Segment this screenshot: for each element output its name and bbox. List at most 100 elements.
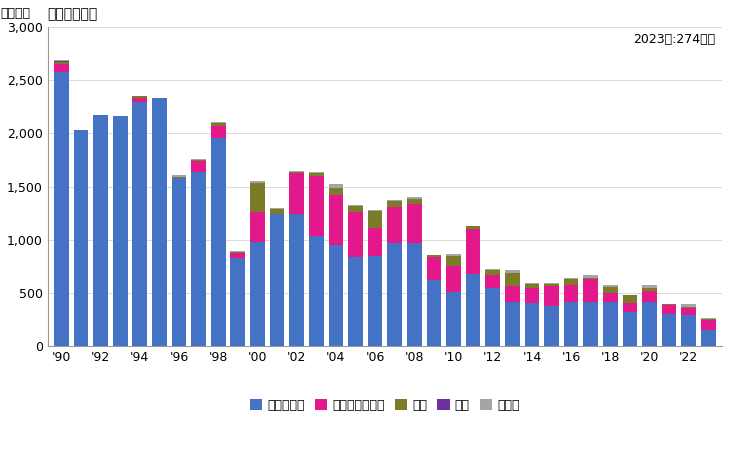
Bar — [309, 176, 324, 235]
Bar — [446, 266, 461, 292]
Bar — [191, 161, 206, 171]
Bar — [446, 256, 461, 266]
Bar — [289, 173, 304, 214]
Bar — [525, 288, 539, 302]
Bar — [407, 203, 421, 243]
Bar — [426, 280, 441, 346]
Bar — [191, 160, 206, 161]
Bar — [250, 242, 265, 346]
Bar — [270, 208, 284, 209]
Bar — [603, 287, 617, 293]
Bar — [309, 235, 324, 346]
Bar — [329, 245, 343, 346]
Bar — [367, 210, 383, 211]
Bar — [387, 201, 402, 207]
Bar — [623, 312, 637, 346]
Bar — [171, 177, 187, 178]
Bar — [486, 275, 500, 288]
Bar — [642, 288, 657, 291]
Bar — [230, 258, 245, 346]
Bar — [466, 229, 480, 274]
Bar — [525, 302, 539, 346]
Bar — [54, 72, 69, 346]
Bar — [54, 61, 69, 62]
Bar — [466, 226, 480, 229]
Bar — [270, 209, 284, 214]
Bar — [387, 200, 402, 201]
Text: 輸入量の推移: 輸入量の推移 — [47, 8, 98, 22]
Bar — [642, 302, 657, 346]
Bar — [348, 212, 363, 257]
Bar — [133, 103, 147, 346]
Bar — [250, 183, 265, 212]
Bar — [133, 98, 147, 103]
Bar — [505, 286, 520, 302]
Bar — [211, 122, 225, 123]
Bar — [564, 278, 578, 279]
Bar — [230, 252, 245, 258]
Bar — [682, 307, 696, 308]
Bar — [407, 197, 421, 199]
Bar — [701, 319, 716, 320]
Bar — [367, 256, 383, 346]
Bar — [171, 176, 187, 177]
Bar — [348, 206, 363, 212]
Bar — [701, 320, 716, 330]
Bar — [603, 284, 617, 287]
Bar — [348, 205, 363, 206]
Bar — [367, 228, 383, 256]
Bar — [191, 171, 206, 346]
Bar — [662, 314, 677, 346]
Bar — [329, 195, 343, 245]
Bar — [623, 302, 637, 312]
Bar — [544, 306, 559, 346]
Bar — [466, 225, 480, 226]
Bar — [74, 130, 88, 346]
Text: 2023年:274トン: 2023年:274トン — [634, 33, 715, 46]
Bar — [93, 115, 108, 346]
Bar — [682, 315, 696, 346]
Bar — [544, 284, 559, 286]
Bar — [662, 305, 677, 314]
Bar — [505, 302, 520, 346]
Bar — [603, 302, 617, 346]
Bar — [564, 279, 578, 284]
Bar — [211, 126, 225, 138]
Bar — [387, 207, 402, 243]
Bar — [250, 212, 265, 242]
Bar — [583, 279, 598, 302]
Bar — [250, 181, 265, 183]
Bar — [367, 211, 383, 228]
Bar — [407, 199, 421, 203]
Bar — [682, 304, 696, 307]
Bar — [583, 302, 598, 346]
Bar — [466, 274, 480, 346]
Bar — [544, 283, 559, 284]
Bar — [171, 178, 187, 346]
Bar — [525, 283, 539, 284]
Bar — [446, 292, 461, 346]
Text: 単位トン: 単位トン — [1, 8, 31, 21]
Bar — [446, 254, 461, 256]
Bar — [407, 243, 421, 346]
Bar — [544, 286, 559, 306]
Bar — [329, 184, 343, 188]
Bar — [486, 270, 500, 275]
Bar — [623, 295, 637, 302]
Bar — [309, 173, 324, 176]
Bar — [289, 171, 304, 173]
Bar — [211, 138, 225, 346]
Bar — [505, 273, 520, 286]
Bar — [230, 251, 245, 252]
Bar — [54, 60, 69, 61]
Bar — [642, 285, 657, 288]
Bar — [662, 304, 677, 305]
Bar — [426, 255, 441, 257]
Bar — [603, 293, 617, 302]
Bar — [583, 278, 598, 279]
Bar — [564, 284, 578, 302]
Bar — [682, 308, 696, 315]
Bar — [564, 302, 578, 346]
Bar — [152, 98, 167, 346]
Bar — [426, 257, 441, 280]
